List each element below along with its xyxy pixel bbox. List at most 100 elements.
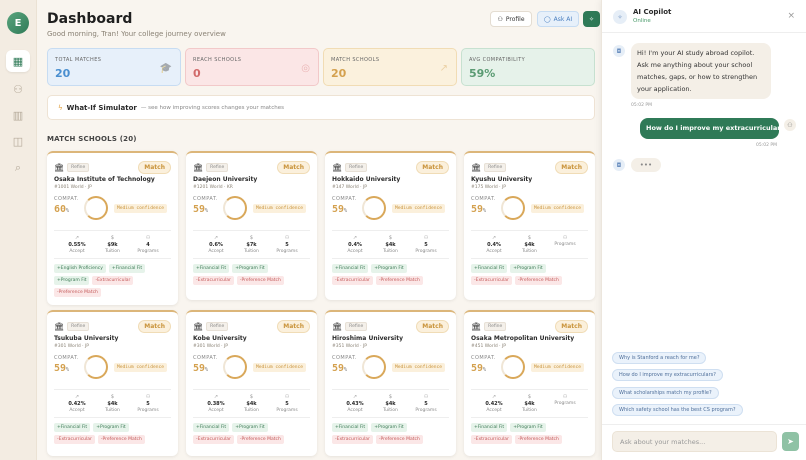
chat-input[interactable]: Ask about your matches...: [612, 431, 777, 452]
factor-tag: -Extracurricular: [54, 435, 95, 444]
metric-accept: ↗ 0.4% Accept: [479, 235, 509, 254]
factor-tag: +Financial Fit: [193, 264, 230, 273]
refine-button[interactable]: Refine: [345, 321, 368, 331]
users-icon: ⚇: [284, 235, 290, 241]
chart-icon: ▥: [12, 108, 24, 122]
building-icon: 🏛: [332, 162, 343, 172]
metric-label: Tuition: [522, 408, 537, 413]
school-card[interactable]: 🏛 Refine Match Kyushu University #175 World …: [464, 151, 595, 300]
school-name[interactable]: Hokkaido University: [332, 176, 401, 183]
what-if-simulator[interactable]: ϟ What-If Simulator — see how improving …: [47, 95, 595, 120]
school-name[interactable]: Kyushu University: [471, 176, 533, 183]
refine-button[interactable]: Refine: [67, 162, 90, 172]
ask-ai-button[interactable]: ◯ Ask AI: [537, 11, 579, 27]
compat-number: 59: [332, 363, 345, 374]
users-icon: ⚇: [423, 394, 429, 400]
suggestion-chip[interactable]: Why is Stanford a reach for me?: [612, 352, 707, 364]
metric-label: Tuition: [383, 249, 398, 254]
school-card[interactable]: 🏛 Refine Match Daejeon University #1201 Worl…: [186, 151, 317, 300]
factor-tag: -Extracurricular: [332, 276, 373, 285]
school-name[interactable]: Hiroshima University: [332, 335, 403, 342]
factor-tag: +Program Fit: [232, 264, 268, 273]
school-name[interactable]: Osaka Institute of Technology: [54, 176, 155, 183]
metric-accept: ↗ 0.4% Accept: [340, 235, 370, 254]
refine-button[interactable]: Refine: [206, 321, 229, 331]
trending-up-icon: ↗: [352, 235, 358, 241]
stat-card: REACH SCHOOLS 0 ◎: [185, 48, 319, 86]
send-button[interactable]: ➤: [782, 432, 799, 451]
metric-value: 0.4%: [348, 242, 362, 248]
metric-label: Accept: [69, 408, 85, 413]
refine-button[interactable]: Refine: [484, 321, 507, 331]
confidence-badge: Medium confidence: [253, 363, 307, 372]
compat-number: 59: [471, 363, 484, 374]
metric-label: Tuition: [522, 249, 537, 254]
school-name[interactable]: Osaka Metropolitan University: [471, 335, 575, 342]
sidebar-nav-item[interactable]: ⌕: [6, 157, 30, 179]
copilot-toggle-button[interactable]: ✧: [583, 11, 600, 27]
metric-accept: ↗ 0.55% Accept: [62, 235, 92, 254]
compat-value: 59%: [54, 363, 79, 374]
metric-tuition: $ $4k Tuition: [376, 235, 406, 254]
metric-value: 5: [424, 401, 428, 407]
compat-label: COMPAT.: [332, 355, 358, 361]
factor-tag: +Financial Fit: [193, 423, 230, 432]
sidebar-nav-item[interactable]: ◫: [6, 130, 30, 152]
metric-label: Accept: [486, 408, 502, 413]
compat-label: COMPAT.: [471, 355, 497, 361]
users-icon: ⚇: [145, 394, 151, 400]
confidence-badge: Medium confidence: [114, 204, 168, 213]
school-card[interactable]: 🏛 Refine Match Kobe University #301 World · …: [186, 310, 317, 456]
school-name[interactable]: Tsukuba University: [54, 335, 119, 342]
confidence-badge: Medium confidence: [114, 363, 168, 372]
compat-number: 59: [54, 363, 67, 374]
compat-number: 60: [54, 204, 67, 215]
refine-button[interactable]: Refine: [67, 321, 90, 331]
sidebar-nav-item[interactable]: ▦: [6, 50, 30, 72]
metric-label: Programs: [554, 242, 576, 247]
school-card[interactable]: 🏛 Refine Match Osaka Institute of Technolog…: [47, 151, 178, 305]
factor-tag: -Extracurricular: [332, 435, 373, 444]
metric-value: 0.42%: [68, 401, 86, 407]
refine-button[interactable]: Refine: [206, 162, 229, 172]
suggestion-chip[interactable]: How do I improve my extracurriculars?: [612, 369, 723, 381]
school-name[interactable]: Kobe University: [193, 335, 247, 342]
metric-label: Programs: [554, 401, 576, 406]
metric-programs: ⚇ 5 Programs: [272, 394, 302, 413]
refine-button[interactable]: Refine: [345, 162, 368, 172]
sidebar-nav-item[interactable]: ⚇: [6, 78, 30, 100]
compat-ring: [223, 196, 247, 220]
metric-value: 0.6%: [209, 242, 223, 248]
factor-tag: -Extracurricular: [193, 276, 234, 285]
compat-unit: %: [344, 367, 348, 373]
school-card[interactable]: 🏛 Refine Match Osaka Metropolitan Universit…: [464, 310, 595, 456]
factor-tag: +Financial Fit: [108, 264, 146, 273]
compat-unit: %: [205, 367, 209, 373]
stat-label: AVG COMPATIBILITY: [469, 57, 526, 63]
factor-tags: +Financial Fit +Program Fit -Extracurricul…: [193, 423, 310, 444]
school-card[interactable]: 🏛 Refine Match Hiroshima University #351 Wor…: [325, 310, 456, 456]
school-card[interactable]: 🏛 Refine Match Hokkaido University #147 Worl…: [325, 151, 456, 300]
compat-block: COMPAT. 60%: [54, 196, 79, 215]
school-card[interactable]: 🏛 Refine Match Tsukuba University #301 World…: [47, 310, 178, 456]
school-name[interactable]: Daejeon University: [193, 176, 258, 183]
metric-programs: ⚇ 4 Programs: [133, 235, 163, 254]
sparkle-icon: ✧: [613, 10, 627, 24]
compat-block: COMPAT. 59%: [332, 355, 357, 374]
profile-button[interactable]: ⚇ Profile: [490, 11, 532, 27]
suggestion-chip[interactable]: Which safety school has the best CS prog…: [612, 404, 743, 416]
profile-label: Profile: [505, 15, 525, 23]
sidebar: E ▦ ⚇ ▥ ◫ ⌕: [0, 0, 37, 460]
avatar[interactable]: E: [7, 12, 29, 34]
sidebar-nav-item[interactable]: ▥: [6, 104, 30, 126]
suggestion-chip[interactable]: What scholarships match my profile?: [612, 387, 719, 399]
compat-ring: [84, 355, 108, 379]
trending-up-icon: ↗: [213, 394, 219, 400]
metric-label: Programs: [276, 408, 298, 413]
school-rank: #147 World · JP: [332, 185, 368, 190]
metrics: ↗ 0.4% Accept $ $4k Tuition ⚇ Programs: [471, 230, 588, 259]
refine-button[interactable]: Refine: [484, 162, 507, 172]
close-icon[interactable]: ×: [787, 11, 795, 21]
confidence-badge: Medium confidence: [392, 363, 446, 372]
card-top: 🏛 Refine Match: [54, 319, 171, 333]
